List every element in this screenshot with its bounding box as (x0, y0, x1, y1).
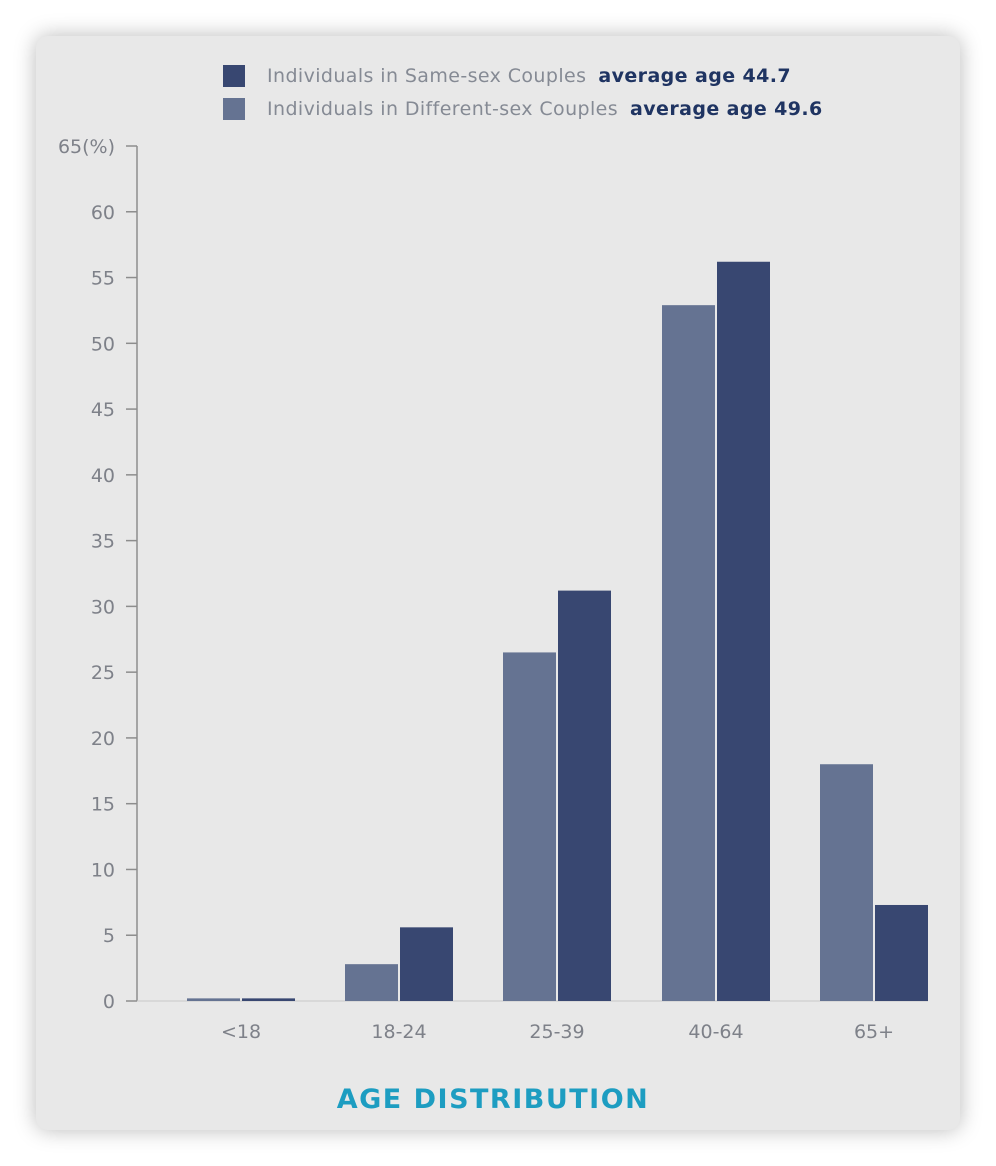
legend: Individuals in Same-sex Couples average … (223, 63, 823, 129)
x-tick-label: 25-39 (529, 1021, 584, 1043)
bar-same-sex-2 (558, 590, 611, 1001)
y-tick-label: 25 (91, 662, 115, 684)
legend-avg-different-sex: average age 49.6 (630, 98, 823, 120)
legend-swatch-different-sex (223, 98, 245, 120)
bar-different-sex-1 (345, 964, 398, 1001)
bar-same-sex-4 (875, 904, 928, 1001)
y-tick-label: 20 (91, 728, 115, 750)
bar-different-sex-0 (187, 998, 240, 1001)
x-axis-title: AGE DISTRIBUTION (336, 1084, 650, 1115)
legend-item-different-sex: Individuals in Different-sex Couples ave… (223, 96, 823, 122)
y-tick-label: 35 (91, 531, 115, 553)
y-tick-label: 60 (91, 202, 115, 224)
chart-card (36, 36, 960, 1130)
bar-different-sex-3 (662, 305, 715, 1002)
legend-item-same-sex: Individuals in Same-sex Couples average … (223, 63, 823, 89)
legend-avg-same-sex: average age 44.7 (598, 65, 791, 87)
bar-same-sex-0 (242, 998, 295, 1001)
y-tick-label: 40 (91, 465, 115, 487)
x-tick-label: <18 (221, 1021, 261, 1043)
bar-same-sex-3 (717, 261, 770, 1001)
y-tick-label: 65(%) (58, 136, 115, 158)
y-tick-label: 10 (91, 859, 115, 881)
legend-label-different-sex: Individuals in Different-sex Couples (267, 98, 619, 120)
bar-same-sex-1 (400, 927, 453, 1001)
x-tick-label: 18-24 (371, 1021, 426, 1043)
y-tick-label: 55 (91, 268, 115, 290)
y-tick-label: 5 (103, 925, 115, 947)
y-tick-label: 45 (91, 399, 115, 421)
legend-label-same-sex: Individuals in Same-sex Couples (267, 65, 587, 87)
x-tick-label: 40-64 (688, 1021, 743, 1043)
y-tick-label: 15 (91, 794, 115, 816)
y-tick-label: 30 (91, 596, 115, 618)
y-tick-label: 50 (91, 333, 115, 355)
bar-different-sex-2 (503, 652, 556, 1001)
x-tick-label: 65+ (854, 1021, 894, 1043)
legend-swatch-same-sex (223, 65, 245, 87)
bar-different-sex-4 (820, 764, 873, 1001)
y-tick-label: 0 (103, 991, 115, 1013)
